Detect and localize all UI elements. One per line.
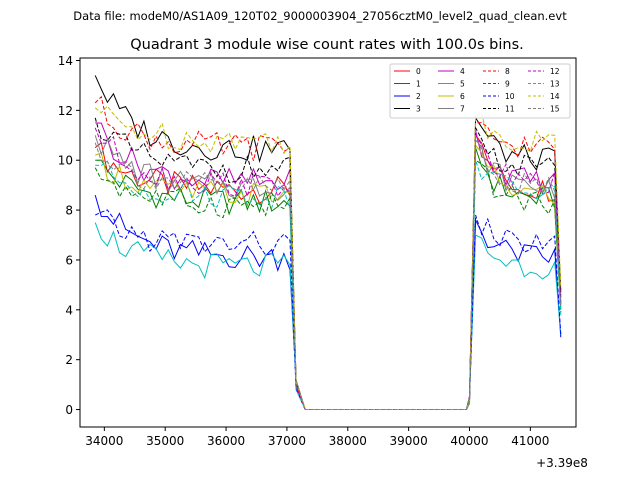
series-line-13: [95, 160, 562, 411]
y-tick-label: 4: [65, 303, 73, 317]
data-file-label: Data file: modeM0/AS1A09_120T02_90000039…: [73, 9, 567, 23]
series-line-8: [94, 95, 562, 411]
legend-label-6: 6: [460, 92, 465, 101]
legend-label-12: 12: [550, 67, 560, 76]
y-tick-label: 12: [58, 104, 73, 118]
x-tick-label: 36000: [207, 434, 245, 448]
plot-area: [94, 75, 562, 411]
y-axis: 0 2 4 6 8 10 12 14: [58, 54, 80, 417]
axes-frame: [79, 57, 577, 428]
x-tick-label: 34000: [85, 434, 123, 448]
legend-label-15: 15: [550, 104, 560, 113]
legend-label-7: 7: [460, 104, 465, 113]
legend-label-1: 1: [416, 79, 421, 88]
series-line-12: [94, 127, 562, 411]
series-line-4: [95, 122, 562, 411]
legend-label-4: 4: [460, 67, 465, 76]
series-line-10: [94, 209, 562, 411]
series-line-7: [94, 135, 562, 411]
x-tick-label: 35000: [146, 434, 184, 448]
legend-label-9: 9: [505, 79, 510, 88]
x-tick-label: 41000: [511, 434, 549, 448]
series-line-6: [95, 143, 562, 411]
legend-label-2: 2: [416, 92, 421, 101]
y-tick-label: 6: [65, 253, 73, 267]
x-tick-label: 37000: [268, 434, 306, 448]
series-line-3: [94, 75, 562, 411]
series-line-11: [94, 117, 562, 411]
x-tick-label: 39000: [390, 434, 428, 448]
x-offset-label: +3.39e8: [536, 456, 588, 470]
x-axis: 34000 35000 36000 37000 38000 39000 40000 41000: [85, 427, 549, 448]
y-tick-label: 8: [65, 204, 73, 218]
series-line-1: [95, 147, 562, 411]
legend-label-5: 5: [460, 79, 465, 88]
series-line-15: [94, 137, 562, 411]
legend-label-11: 11: [505, 104, 515, 113]
legend-label-0: 0: [416, 67, 421, 76]
y-tick-label: 2: [65, 353, 73, 367]
y-tick-label: 0: [65, 403, 73, 417]
series-line-2: [94, 194, 562, 411]
chart-title: Quadrant 3 module wise count rates with …: [130, 37, 524, 53]
legend-label-14: 14: [550, 92, 560, 101]
series-line-0: [94, 133, 562, 411]
legend-label-3: 3: [416, 104, 421, 113]
legend-frame: [389, 63, 571, 119]
legend-label-13: 13: [550, 79, 560, 88]
legend-label-10: 10: [505, 92, 515, 101]
y-tick-label: 10: [58, 154, 73, 168]
series-line-9: [94, 159, 562, 411]
series-line-5: [94, 222, 562, 411]
x-tick-label: 38000: [329, 434, 367, 448]
x-tick-label: 40000: [450, 434, 488, 448]
y-tick-label: 14: [58, 54, 73, 68]
legend-label-8: 8: [505, 67, 510, 76]
